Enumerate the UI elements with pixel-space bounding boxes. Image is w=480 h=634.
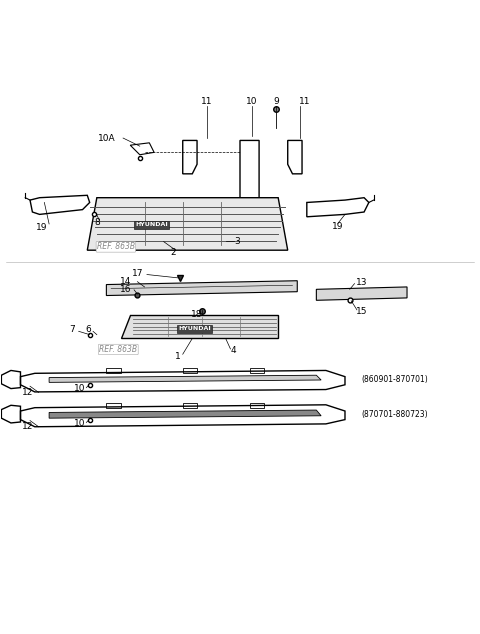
- Text: 10: 10: [246, 97, 258, 106]
- Text: 19: 19: [332, 222, 344, 231]
- Text: HYUNDAI: HYUNDAI: [178, 327, 211, 332]
- Text: REF. 863B: REF. 863B: [99, 345, 137, 354]
- Polygon shape: [87, 198, 288, 250]
- Polygon shape: [107, 281, 297, 295]
- Text: 12: 12: [22, 388, 33, 397]
- Text: 15: 15: [356, 307, 368, 316]
- Text: 10A: 10A: [97, 134, 115, 143]
- Text: 10: 10: [74, 419, 86, 428]
- Text: 7: 7: [69, 325, 75, 334]
- Polygon shape: [316, 287, 407, 301]
- Text: REF. 863B: REF. 863B: [97, 242, 135, 251]
- Polygon shape: [49, 410, 321, 418]
- Text: 12: 12: [22, 422, 33, 431]
- Text: 6: 6: [85, 325, 91, 334]
- Text: HYUNDAI: HYUNDAI: [135, 223, 168, 228]
- Polygon shape: [49, 375, 321, 382]
- Text: 1: 1: [175, 352, 181, 361]
- Text: 16: 16: [120, 285, 131, 294]
- Text: 3: 3: [235, 237, 240, 246]
- Text: 14: 14: [120, 277, 131, 286]
- Text: 17: 17: [132, 269, 143, 278]
- Text: 4: 4: [231, 346, 237, 355]
- Text: (870701-880723): (870701-880723): [362, 410, 428, 419]
- Text: 11: 11: [201, 97, 212, 106]
- Text: (860901-870701): (860901-870701): [362, 375, 429, 384]
- Text: 18: 18: [192, 310, 203, 319]
- Text: 11: 11: [299, 97, 310, 106]
- Text: 2: 2: [170, 248, 176, 257]
- Text: 10: 10: [74, 384, 86, 393]
- Text: 9: 9: [273, 97, 279, 106]
- Text: 19: 19: [36, 223, 48, 232]
- Polygon shape: [120, 314, 278, 339]
- Text: 13: 13: [356, 278, 368, 287]
- Text: 8: 8: [94, 218, 100, 227]
